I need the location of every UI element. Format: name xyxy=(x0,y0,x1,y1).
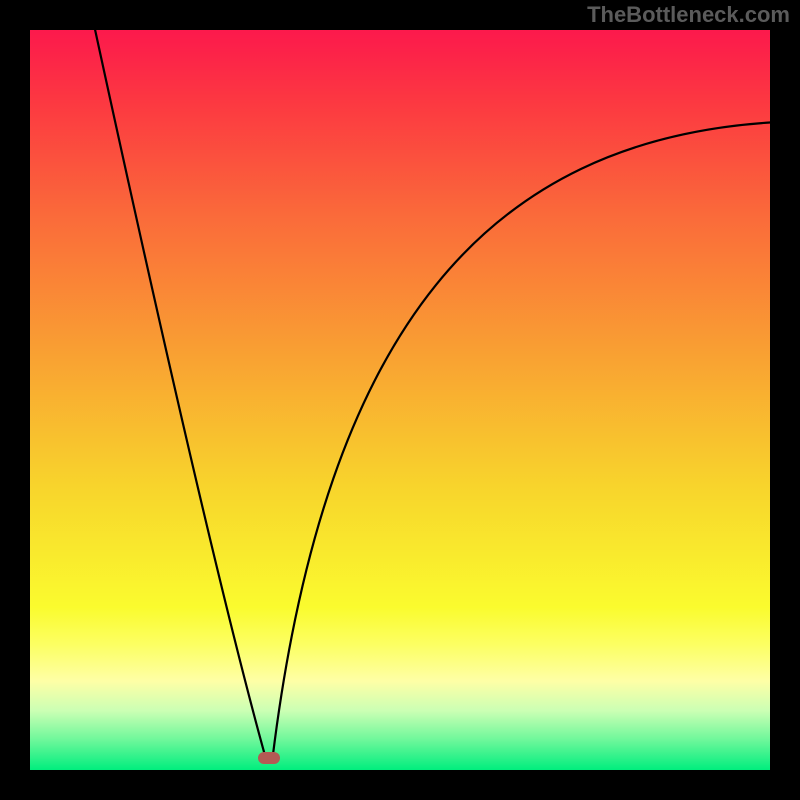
plot-area xyxy=(30,30,770,770)
chart-container: TheBottleneck.com xyxy=(0,0,800,800)
watermark-text: TheBottleneck.com xyxy=(587,2,790,28)
minimum-marker xyxy=(258,752,280,764)
plot-svg xyxy=(30,30,770,770)
